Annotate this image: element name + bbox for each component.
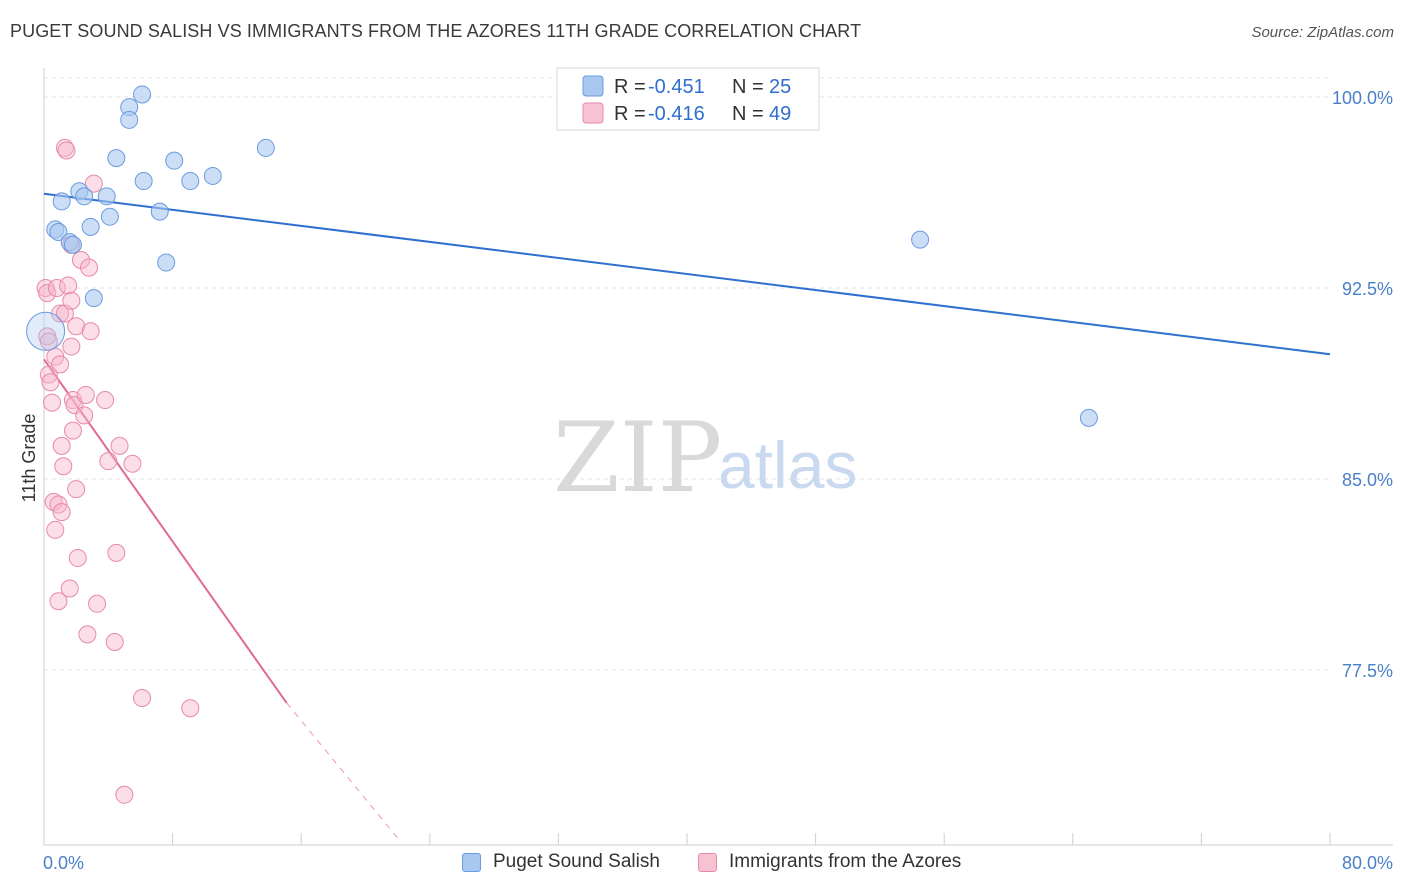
stats-legend: R = -0.451 N = 25 R = -0.416 N = 49: [556, 67, 820, 131]
y-tick-label: 100.0%: [1332, 88, 1393, 108]
trendline-salish: [43, 192, 1331, 356]
point-salish: [157, 253, 176, 272]
legend-item-salish[interactable]: Puget Sound Salish: [462, 851, 660, 873]
legend-swatch-salish: [462, 852, 481, 872]
point-azores: [62, 291, 81, 310]
point-azores: [49, 592, 68, 611]
point-azores: [47, 279, 66, 297]
point-azores: [68, 548, 87, 567]
point-azores: [62, 337, 81, 356]
point-azores: [181, 699, 200, 718]
y-tick-label: 92.5%: [1342, 279, 1393, 299]
point-azores: [88, 594, 107, 613]
legend-r-value-2: -0.416: [648, 103, 705, 125]
point-azores: [67, 317, 86, 336]
trendline-azores-extension: [286, 702, 399, 839]
point-azores: [51, 355, 70, 374]
point-salish: [97, 187, 116, 206]
y-tick-label: 85.0%: [1342, 470, 1393, 490]
legend-n-label-2: N =: [732, 103, 764, 125]
point-azores: [39, 365, 58, 384]
point-azores: [123, 454, 142, 473]
point-azores: [41, 373, 60, 392]
point-salish: [26, 311, 66, 351]
legend-r-label-1: R =: [614, 76, 646, 98]
point-salish: [49, 222, 68, 241]
point-azores: [96, 391, 115, 410]
point-azores: [99, 452, 118, 471]
point-salish: [256, 138, 275, 157]
point-azores: [110, 436, 129, 455]
point-salish: [911, 230, 930, 249]
point-azores: [76, 385, 95, 404]
series-salish-points: [26, 85, 1098, 427]
x-tick-right: 80.0%: [1342, 853, 1393, 873]
legend-label-azores: Immigrants from the Azores: [729, 851, 962, 872]
legend-n-value-2: 49: [769, 103, 791, 125]
trend-lines: [43, 192, 1331, 839]
watermark-zip: ZIP: [553, 402, 722, 514]
point-salish: [63, 235, 82, 254]
legend-label-salish: Puget Sound Salish: [493, 851, 660, 872]
legend-r-label-2: R =: [614, 103, 646, 125]
point-azores: [52, 503, 71, 522]
point-azores: [105, 632, 124, 651]
point-salish: [134, 172, 153, 191]
point-azores: [67, 480, 86, 499]
point-salish: [107, 149, 126, 168]
y-tick-labels: 100.0% 92.5% 85.0% 77.5%: [1332, 88, 1393, 681]
point-azores: [59, 276, 78, 295]
trendline-azores: [43, 358, 288, 704]
point-salish: [75, 187, 94, 206]
watermark: ZIP atlas: [553, 402, 857, 514]
point-salish: [133, 85, 152, 104]
legend-swatch-pink: [582, 102, 604, 124]
point-salish: [120, 110, 139, 129]
point-azores: [63, 421, 82, 440]
point-azores: [75, 406, 94, 425]
point-azores: [133, 689, 152, 708]
point-azores: [78, 625, 97, 644]
point-salish: [181, 172, 200, 191]
point-salish: [203, 166, 222, 185]
legend-item-azores[interactable]: Immigrants from the Azores: [698, 851, 961, 873]
point-azores: [52, 436, 71, 455]
legend-n-label-1: N =: [732, 76, 764, 98]
point-azores: [46, 520, 65, 539]
point-azores: [84, 174, 103, 193]
point-azores: [115, 785, 134, 804]
point-azores: [107, 543, 126, 562]
point-salish: [84, 289, 103, 308]
chart-title: PUGET SOUND SALISH VS IMMIGRANTS FROM TH…: [10, 21, 862, 41]
point-azores: [60, 579, 79, 598]
series-azores-points: [36, 138, 200, 804]
point-azores: [81, 322, 100, 341]
legend-r-value-1: -0.451: [648, 76, 705, 98]
legend-n-value-1: 25: [769, 76, 791, 98]
point-azores: [43, 393, 62, 412]
point-salish: [100, 207, 119, 226]
y-axis-label: 11th Grade: [19, 414, 39, 503]
point-azores: [80, 258, 99, 277]
point-azores: [54, 457, 73, 476]
x-tick-left: 0.0%: [43, 853, 84, 873]
point-salish: [52, 192, 71, 211]
series-legend: Puget Sound Salish Immigrants from the A…: [0, 851, 1406, 879]
legend-swatch-azores: [698, 852, 717, 872]
watermark-atlas: atlas: [718, 428, 857, 502]
point-salish: [165, 151, 184, 170]
point-azores: [38, 284, 57, 303]
legend-swatch-blue: [582, 75, 604, 97]
point-salish: [150, 202, 169, 221]
point-salish: [81, 217, 100, 236]
axes: [43, 68, 1393, 846]
y-tick-label: 77.5%: [1342, 661, 1393, 681]
point-salish: [1079, 408, 1098, 427]
point-azores: [57, 141, 76, 160]
source-label: Source: ZipAtlas.com: [1251, 24, 1394, 41]
gridlines: [44, 77, 1330, 671]
